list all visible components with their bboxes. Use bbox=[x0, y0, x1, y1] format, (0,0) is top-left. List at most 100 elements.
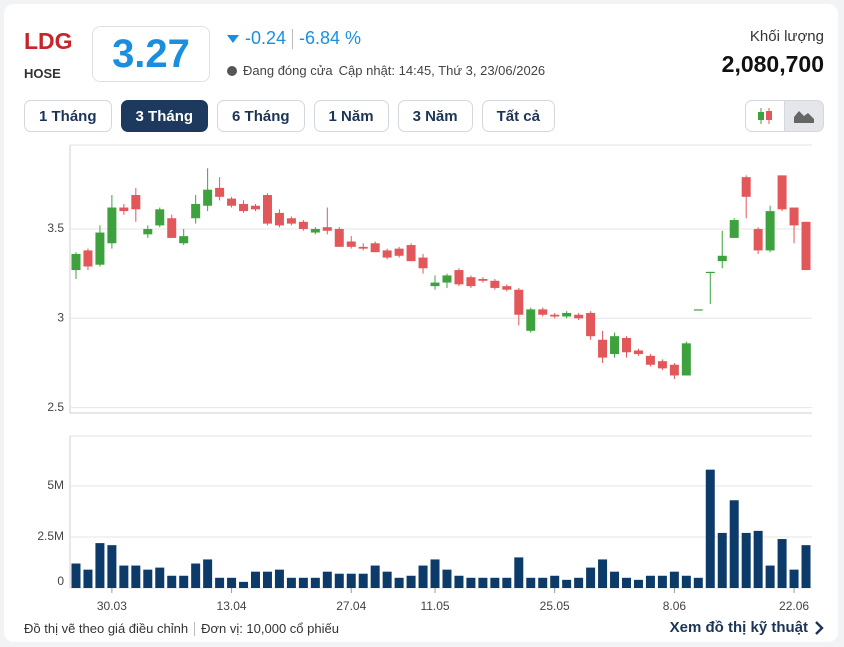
volume-bar bbox=[705, 469, 715, 588]
volume-bar bbox=[119, 565, 129, 588]
x-tick-label: 11.05 bbox=[420, 599, 449, 613]
stock-card: LDG HOSE 3.27 -0.24 -6.84 % Đang đóng cử… bbox=[4, 4, 838, 642]
candle-body bbox=[789, 207, 799, 226]
chevron bbox=[815, 620, 824, 635]
exchange: HOSE bbox=[24, 66, 61, 81]
candle-body bbox=[717, 255, 727, 262]
candle-body bbox=[406, 245, 416, 262]
volume-bar bbox=[179, 575, 189, 588]
candle-body bbox=[633, 350, 643, 355]
candle-body bbox=[107, 207, 117, 244]
volume-bar bbox=[753, 530, 763, 588]
range-button[interactable]: 3 Năm bbox=[397, 100, 473, 132]
volume-bar bbox=[741, 532, 751, 588]
candle-body bbox=[586, 312, 596, 337]
candle-body bbox=[155, 209, 165, 226]
footer-note: Đồ thị vẽ theo giá điều chỉnh bbox=[24, 621, 189, 636]
volume-bar bbox=[478, 577, 488, 588]
candle-body bbox=[215, 187, 225, 197]
candle-body bbox=[622, 337, 631, 353]
volume-bar bbox=[322, 571, 332, 588]
chart-type-toggle bbox=[745, 100, 824, 132]
x-tick-label: 30.03 bbox=[97, 599, 127, 613]
volume-bar bbox=[203, 559, 213, 588]
y-tick-label: 0 bbox=[57, 574, 64, 588]
range-button[interactable]: 1 Năm bbox=[313, 100, 389, 132]
y-tick-label: 2.5 bbox=[47, 400, 64, 414]
volume-bar bbox=[143, 569, 153, 588]
volume-value: 2,080,700 bbox=[721, 51, 824, 77]
area-icon bbox=[794, 111, 814, 123]
candle-body bbox=[478, 279, 488, 281]
candle-body bbox=[777, 175, 787, 210]
candle-body bbox=[430, 282, 440, 287]
volume-bar bbox=[789, 569, 799, 588]
volume-bar bbox=[622, 577, 631, 588]
volume-bar bbox=[334, 573, 344, 588]
volume-bar bbox=[765, 565, 775, 588]
candle-body bbox=[729, 220, 739, 238]
volume-bar bbox=[777, 539, 787, 588]
x-tick-label: 25.05 bbox=[540, 599, 570, 613]
candle-body bbox=[562, 312, 572, 317]
volume-bar bbox=[155, 567, 165, 588]
candle-body bbox=[765, 211, 775, 251]
candle-body bbox=[119, 207, 129, 212]
candle-body bbox=[574, 314, 584, 319]
volume-bar bbox=[657, 575, 667, 588]
volume-bar bbox=[538, 577, 548, 588]
volume-bar bbox=[466, 577, 476, 588]
candle-body bbox=[143, 228, 153, 235]
volume-bar bbox=[167, 575, 177, 588]
candle-body bbox=[334, 228, 344, 247]
y-tick-label: 2.5M bbox=[37, 529, 64, 543]
candle-body bbox=[227, 198, 237, 206]
volume-bar bbox=[298, 577, 308, 588]
change: -0.24 -6.84 % bbox=[227, 28, 361, 49]
candle-body bbox=[95, 232, 105, 265]
candle-body bbox=[801, 221, 811, 271]
volume-bar bbox=[239, 581, 249, 588]
candle-body bbox=[753, 228, 763, 251]
status-dot bbox=[227, 65, 237, 76]
candle-body bbox=[167, 218, 177, 238]
candle-body bbox=[610, 336, 620, 355]
candle-body bbox=[346, 241, 356, 247]
candle-body bbox=[203, 189, 213, 206]
candle-body bbox=[454, 270, 464, 285]
footer-notes: Đồ thị vẽ theo giá điều chỉnh Đơn vị: 10… bbox=[24, 621, 339, 636]
candle-body bbox=[239, 203, 249, 212]
volume-bar bbox=[562, 579, 572, 588]
volume-bar bbox=[693, 577, 703, 588]
volume-bar bbox=[71, 563, 81, 588]
volume-bar bbox=[251, 571, 260, 588]
volume-bar bbox=[598, 559, 608, 588]
range-button[interactable]: 1 Tháng bbox=[24, 100, 112, 132]
candle-toggle[interactable] bbox=[745, 100, 785, 132]
range-button[interactable]: Tất cả bbox=[481, 100, 555, 132]
volume-bar bbox=[633, 579, 643, 588]
range-button[interactable]: 6 Tháng bbox=[217, 100, 305, 132]
status: Đang đóng cửa Cập nhật: 14:45, Thứ 3, 23… bbox=[227, 63, 545, 78]
candle-body bbox=[251, 205, 260, 210]
volume-bar bbox=[131, 565, 141, 588]
volume-bar bbox=[95, 543, 105, 588]
area-toggle[interactable] bbox=[785, 100, 824, 132]
volume-bar bbox=[358, 573, 368, 588]
range-buttons: 1 Tháng 3 Tháng 6 Tháng 1 Năm 3 Năm Tất cả bbox=[24, 100, 555, 132]
volume-bar bbox=[717, 532, 727, 588]
candle-body bbox=[490, 280, 500, 288]
volume-bar bbox=[286, 577, 296, 588]
candle-body bbox=[179, 236, 189, 244]
candle-body bbox=[382, 250, 392, 258]
candle-body bbox=[741, 177, 751, 197]
volume-bar bbox=[442, 569, 452, 588]
volume-bar bbox=[227, 577, 237, 588]
volume-bar bbox=[215, 577, 225, 588]
tech-chart-link[interactable]: Xem đồ thị kỹ thuật bbox=[670, 619, 824, 636]
volume-bar bbox=[586, 567, 596, 588]
candle-body bbox=[550, 314, 560, 317]
range-button[interactable]: 3 Tháng bbox=[120, 100, 209, 132]
